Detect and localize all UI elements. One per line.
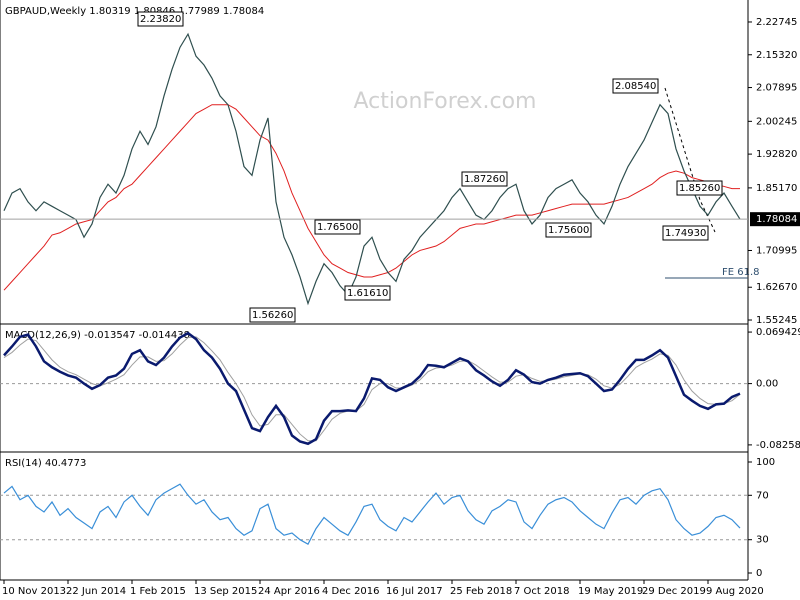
x-tick-label: 10 Nov 2013 (2, 586, 66, 597)
annotation-box (676, 180, 723, 196)
y-tick-label: -0.082582 (756, 440, 800, 451)
x-tick-label: 16 Jul 2017 (386, 586, 443, 597)
x-tick-label: 22 Jun 2014 (66, 586, 126, 597)
moving-average (3, 104, 740, 291)
y-tick-label: 1.92820 (756, 149, 797, 160)
y-tick-label: 1.62670 (756, 282, 797, 293)
annotation: 1.87260 (464, 174, 505, 185)
annotation-box (612, 78, 659, 94)
y-tick-label: 1.85170 (756, 183, 797, 194)
annotation: 2.08540 (615, 81, 656, 92)
y-tick-label: 70 (756, 490, 769, 501)
annotation-box (461, 171, 508, 187)
annotation-box (545, 222, 592, 238)
annotation: FE 61.8 (722, 267, 760, 278)
x-tick-label: 7 Oct 2018 (514, 586, 569, 597)
x-tick-label: 19 May 2019 (578, 586, 643, 597)
y-tick-label: 2.07895 (756, 83, 797, 94)
pane-title: RSI(14) 40.4773 (5, 458, 86, 469)
x-tick-label: 9 Aug 2020 (706, 586, 764, 597)
x-tick-label: 1 Feb 2015 (130, 586, 186, 597)
signal-line (3, 336, 741, 442)
annotation: 1.85260 (679, 183, 720, 194)
annotation-box (344, 285, 391, 301)
trend-line (664, 87, 716, 233)
rsi-line (3, 483, 741, 545)
annotation: 1.76500 (317, 222, 358, 233)
x-tick-label: 24 Apr 2016 (258, 586, 320, 597)
pane-title: MACD(12,26,9) -0.013547 -0.014438 (5, 330, 190, 341)
x-tick-label: 25 Feb 2018 (450, 586, 512, 597)
x-tick-label: 13 Sep 2015 (194, 586, 257, 597)
y-tick-label: 0 (756, 568, 762, 579)
y-tick-label: 100 (756, 457, 775, 468)
annotation: 1.56260 (252, 310, 293, 321)
y-tick-label: 1.70995 (756, 245, 797, 256)
y-tick-label: 1.55245 (756, 315, 797, 326)
annotation: 1.74930 (665, 228, 706, 239)
y-tick-label: 0.00 (756, 379, 778, 390)
macd-line (3, 331, 741, 446)
watermark: ActionForex.com (354, 89, 537, 114)
y-tick-label: 2.00245 (756, 116, 797, 127)
y-tick-label: 2.15320 (756, 50, 797, 61)
annotation: 1.61610 (347, 288, 388, 299)
annotation: 1.75600 (548, 225, 589, 236)
annotation-box (314, 219, 361, 235)
annotation: 2.23820 (140, 14, 181, 25)
y-tick-label: 0.069429 (756, 327, 800, 338)
x-tick-label: 29 Dec 2019 (642, 586, 706, 597)
y-tick-label: 2.22745 (756, 17, 797, 28)
price-line (3, 32, 741, 306)
current-price-label: 1.78084 (756, 214, 797, 225)
annotation-box (249, 307, 296, 323)
y-tick-label: 30 (756, 535, 769, 546)
x-tick-label: 4 Dec 2016 (322, 586, 380, 597)
current-price-box (750, 212, 800, 227)
pane-title: GBPAUD,Weekly 1.80319 1.80846 1.77989 1.… (5, 6, 264, 17)
annotation-box (662, 225, 709, 241)
annotation-box (137, 11, 184, 27)
